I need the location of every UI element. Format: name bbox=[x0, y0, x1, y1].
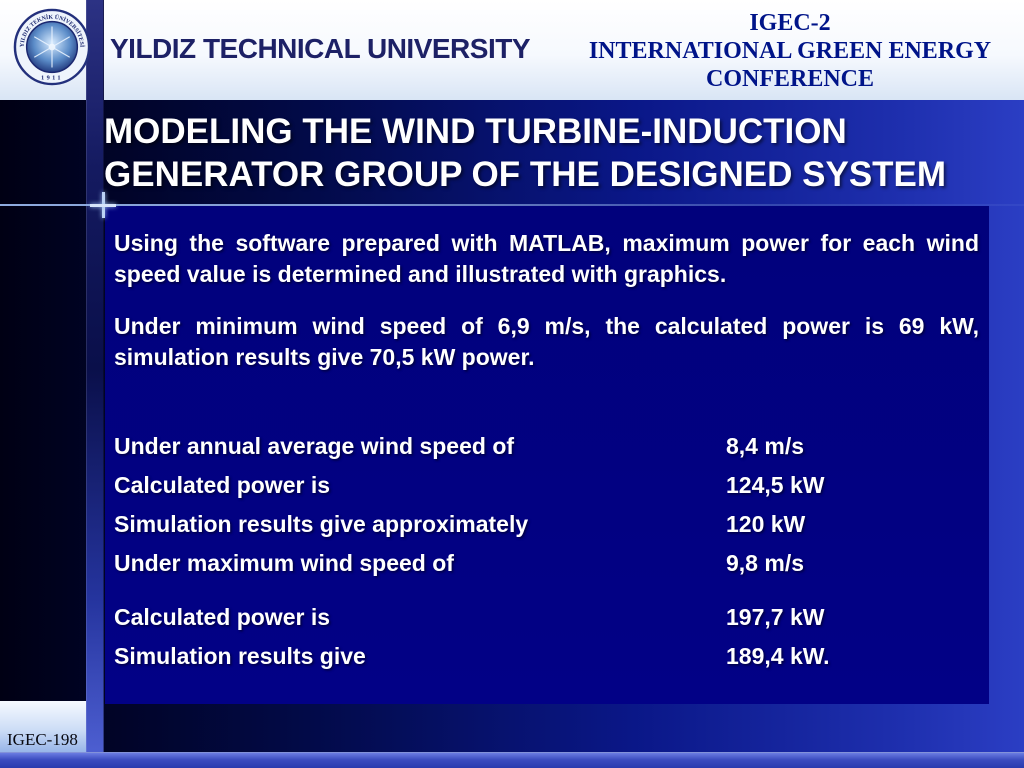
university-seal-icon: YILDIZ TEKNİK ÜNİVERSİTESİ 1911 bbox=[13, 8, 91, 86]
divider-cross-icon bbox=[90, 192, 116, 218]
slide-title-line-1: MODELING THE WIND TURBINE-INDUCTION bbox=[104, 112, 847, 151]
stat-value: 197,7 kW bbox=[726, 604, 825, 630]
logo-year: 1911 bbox=[41, 75, 63, 82]
stat-value: 8,4 m/s bbox=[726, 433, 804, 459]
conference-title: IGEC-2 INTERNATIONAL GREEN ENERGY CONFER… bbox=[560, 9, 1020, 93]
slide-title: MODELING THE WIND TURBINE-INDUCTION GENE… bbox=[104, 110, 994, 196]
stat-label: Simulation results give approximately bbox=[114, 511, 529, 537]
conference-line-2: INTERNATIONAL GREEN ENERGY bbox=[588, 38, 992, 64]
header-band bbox=[0, 0, 1024, 100]
university-logo: YILDIZ TEKNİK ÜNİVERSİTESİ 1911 bbox=[13, 8, 91, 86]
table-row: Simulation results give approximately 12… bbox=[114, 509, 979, 539]
university-name: YILDIZ TECHNICAL UNIVERSITY bbox=[110, 33, 531, 64]
table-row: Under maximum wind speed of 9,8 m/s bbox=[114, 548, 979, 578]
stat-label: Under maximum wind speed of bbox=[114, 550, 454, 576]
stat-label: Calculated power is bbox=[114, 604, 331, 630]
stat-value: 189,4 kW. bbox=[726, 643, 830, 669]
stat-value: 120 kW bbox=[726, 511, 806, 537]
slide-code: IGEC-198 bbox=[7, 730, 78, 749]
left-vertical-strip bbox=[86, 0, 104, 768]
table-row: Calculated power is 197,7 kW bbox=[114, 602, 979, 632]
conference-line-1: IGEC-2 bbox=[749, 10, 831, 36]
paragraph-min-wind: Under minimum wind speed of 6,9 m/s, the… bbox=[114, 313, 979, 370]
table-row: Simulation results give 189,4 kW. bbox=[114, 641, 979, 671]
divider-line bbox=[0, 204, 1024, 206]
content-panel: Using the software prepared with MATLAB,… bbox=[105, 206, 989, 704]
table-row: Under annual average wind speed of 8,4 m… bbox=[114, 431, 979, 461]
slide-title-line-2: GENERATOR GROUP OF THE DESIGNED SYSTEM bbox=[104, 155, 947, 194]
stat-label: Calculated power is bbox=[114, 472, 331, 498]
bottom-band bbox=[0, 752, 1024, 768]
snowflake-icon bbox=[33, 26, 71, 68]
stat-label: Under annual average wind speed of bbox=[114, 433, 515, 459]
conference-line-3: CONFERENCE bbox=[705, 66, 874, 92]
stat-label: Simulation results give bbox=[114, 643, 366, 669]
footer-corner: IGEC-198 bbox=[0, 701, 86, 753]
stat-value: 9,8 m/s bbox=[726, 550, 804, 576]
paragraph-matlab: Using the software prepared with MATLAB,… bbox=[114, 230, 979, 287]
table-row: Calculated power is 124,5 kW bbox=[114, 470, 979, 500]
stat-value: 124,5 kW bbox=[726, 472, 825, 498]
stats-table: Under annual average wind speed of 8,4 m… bbox=[114, 431, 979, 671]
